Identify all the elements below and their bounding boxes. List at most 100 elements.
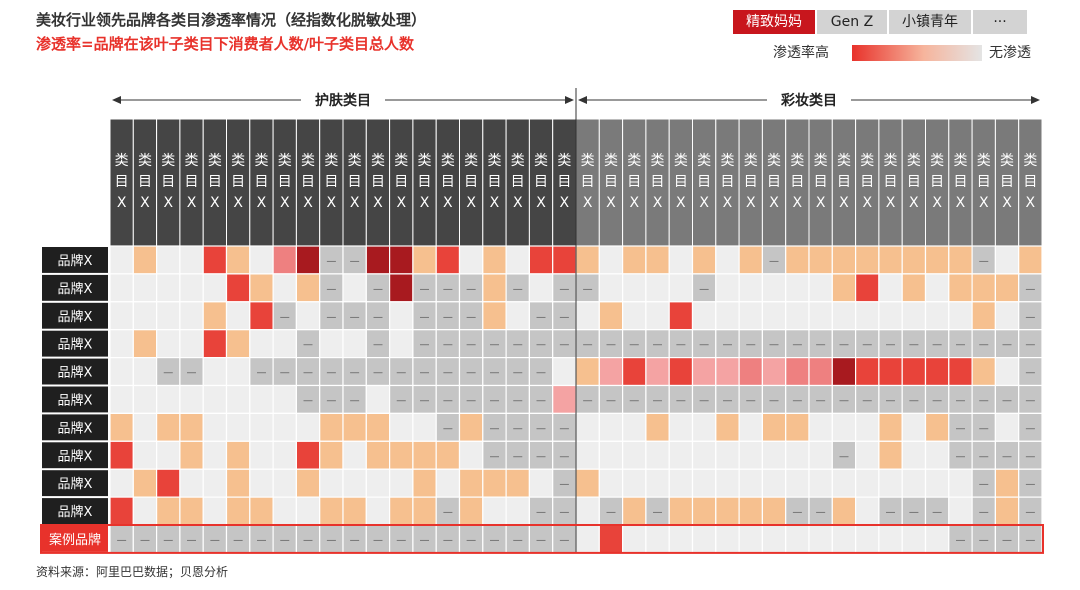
no-data-mark: —	[769, 256, 779, 267]
column-header-label: 目	[604, 174, 618, 190]
no-data-mark: —	[536, 507, 546, 518]
heatmap-cell	[389, 273, 414, 303]
no-data-mark: —	[513, 284, 523, 295]
tab-jingzhi-mama[interactable]: 精致妈妈	[733, 10, 815, 34]
heatmap-cell	[295, 440, 321, 470]
heatmap-cell	[854, 357, 880, 387]
heatmap-cell	[668, 468, 694, 498]
heatmap-cell	[156, 301, 181, 331]
heatmap-cell	[458, 440, 484, 470]
heatmap-cell	[225, 329, 251, 359]
column-header-label: X	[793, 195, 803, 211]
heatmap-cell	[249, 301, 274, 331]
tab-more[interactable]: ···	[973, 10, 1027, 34]
column-header-label: 目	[441, 174, 455, 190]
no-data-mark: —	[536, 535, 546, 546]
column-header-label: X	[350, 195, 360, 211]
heatmap-cell	[272, 329, 298, 359]
no-data-mark: —	[303, 535, 313, 546]
heatmap-cell	[621, 301, 647, 331]
heatmap-cell	[645, 524, 670, 554]
heatmap-cell	[156, 412, 181, 442]
row-label: 品牌X	[58, 365, 93, 381]
no-data-mark: —	[420, 284, 430, 295]
heatmap-cell	[948, 273, 973, 303]
tab-gen-z[interactable]: Gen Z	[817, 10, 887, 34]
heatmap-cell	[365, 496, 391, 526]
segment-tabs: 精致妈妈 Gen Z 小镇青年 ···	[733, 10, 1029, 34]
no-data-mark: —	[210, 535, 220, 546]
heatmap-cell	[225, 301, 251, 331]
heatmap-cell	[272, 412, 298, 442]
no-data-mark: —	[420, 312, 430, 323]
no-data-mark: —	[256, 368, 266, 379]
no-data-mark: —	[513, 340, 523, 351]
row-label-bg	[42, 274, 108, 301]
no-data-mark: —	[256, 535, 266, 546]
group-arrowhead-left	[578, 96, 587, 104]
heatmap-cell	[715, 468, 740, 498]
no-data-mark: —	[396, 368, 406, 379]
heatmap-cell	[994, 468, 1020, 498]
no-data-mark: —	[326, 284, 336, 295]
column-header-label: 目	[557, 174, 571, 190]
heatmap-cell	[854, 273, 880, 303]
no-data-mark: —	[792, 395, 802, 406]
no-data-mark: —	[187, 368, 197, 379]
heatmap-cell	[715, 524, 740, 554]
row-label-bg	[42, 386, 108, 413]
chart-title: 美妆行业领先品牌各类目渗透率情况（经指数化脱敏处理）	[36, 11, 427, 29]
heatmap-cell	[808, 357, 833, 387]
no-data-mark: —	[955, 451, 965, 462]
no-data-mark: —	[955, 535, 965, 546]
column-header-label: X	[956, 195, 966, 211]
row-label: 品牌X	[58, 281, 93, 297]
heatmap-cell	[179, 412, 204, 442]
row-label: 案例品牌	[49, 532, 101, 548]
heatmap-cell	[575, 245, 600, 275]
heatmap-cell	[249, 329, 274, 359]
heatmap-cell	[645, 468, 670, 498]
heatmap-cell	[878, 245, 903, 275]
heatmap-cell	[598, 412, 624, 442]
no-data-mark: —	[722, 395, 732, 406]
heatmap-cell	[761, 412, 787, 442]
no-data-mark: —	[163, 368, 173, 379]
column-header-label: 目	[907, 174, 921, 190]
column-header-label: 类	[744, 153, 758, 169]
heatmap-cell	[971, 273, 996, 303]
no-data-mark: —	[839, 340, 849, 351]
heatmap-cell	[389, 496, 414, 526]
column-header-label: 类	[301, 153, 315, 169]
row-label: 品牌X	[58, 448, 93, 464]
heatmap-cell	[854, 412, 880, 442]
no-data-mark: —	[862, 395, 872, 406]
no-data-mark: —	[350, 368, 360, 379]
row-label: 品牌X	[58, 253, 93, 269]
column-header-label: X	[769, 195, 779, 211]
no-data-mark: —	[513, 535, 523, 546]
no-data-mark: —	[979, 256, 989, 267]
heatmap-cell	[761, 524, 787, 554]
heatmap-cell	[156, 468, 181, 498]
heatmap-cell	[179, 301, 204, 331]
tab-xiaozhen-qingnian[interactable]: 小镇青年	[889, 10, 971, 34]
no-data-mark: —	[420, 535, 430, 546]
column-header-label: 目	[278, 174, 292, 190]
heatmap-cell	[808, 468, 833, 498]
heatmap-cell	[831, 496, 857, 526]
column-header-label: 目	[324, 174, 338, 190]
no-data-mark: —	[420, 368, 430, 379]
heatmap-cell	[621, 440, 647, 470]
heatmap-cell	[668, 301, 694, 331]
heatmap-cell	[412, 412, 437, 442]
group-label: 护肤类目	[315, 92, 371, 109]
heatmap-cell	[691, 301, 717, 331]
no-data-mark: —	[699, 340, 709, 351]
no-data-mark: —	[420, 395, 430, 406]
heatmap-cell	[761, 357, 787, 387]
column-header-label: X	[490, 195, 500, 211]
no-data-mark: —	[466, 395, 476, 406]
no-data-mark: —	[559, 423, 569, 434]
column-header-label: 类	[674, 153, 688, 169]
